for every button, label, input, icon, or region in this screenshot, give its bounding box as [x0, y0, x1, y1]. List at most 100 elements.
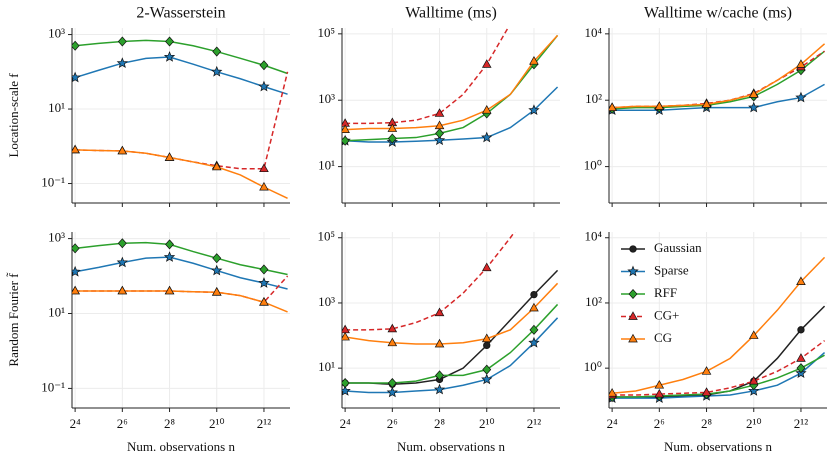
- y-tick-label: 10¹: [48, 100, 65, 115]
- marker: [387, 323, 398, 333]
- x-tick-label: 2¹⁰: [479, 416, 495, 431]
- y-tick-label: 10³: [318, 294, 335, 309]
- marker: [259, 181, 269, 191]
- series-line: [75, 241, 288, 276]
- plot-area: [342, 232, 559, 398]
- plot-area: [342, 28, 559, 147]
- marker: [628, 311, 638, 320]
- series-line: [74, 56, 288, 95]
- marker: [654, 379, 665, 389]
- marker: [72, 265, 81, 277]
- series-line: [612, 352, 826, 399]
- marker: [654, 388, 665, 398]
- marker: [117, 36, 127, 47]
- marker: [434, 338, 445, 348]
- x-tick-label: 2⁴: [607, 416, 619, 431]
- x-tick-label: 2¹²: [527, 416, 541, 431]
- marker: [165, 36, 175, 47]
- marker: [528, 336, 540, 348]
- legend-label: Sparse: [654, 262, 689, 277]
- marker: [481, 262, 492, 272]
- x-tick-label: 2¹⁰: [746, 416, 762, 431]
- marker: [258, 80, 270, 92]
- marker: [212, 46, 222, 57]
- marker: [483, 341, 491, 350]
- marker: [342, 124, 350, 133]
- marker: [748, 101, 760, 113]
- series-line: [75, 290, 288, 313]
- marker: [748, 330, 759, 339]
- y-tick-label: 10⁻¹: [41, 379, 65, 394]
- marker: [258, 277, 270, 288]
- marker: [342, 385, 351, 396]
- series-line: [612, 354, 825, 398]
- marker: [259, 264, 269, 275]
- marker: [609, 102, 617, 111]
- marker: [164, 152, 175, 161]
- marker: [629, 245, 637, 253]
- panel-title: Walltime (ms): [405, 5, 497, 22]
- marker: [795, 91, 807, 103]
- series-line: [75, 275, 289, 304]
- marker: [164, 285, 175, 295]
- series-line: [612, 340, 826, 396]
- marker: [211, 287, 222, 296]
- marker: [701, 366, 712, 375]
- series-line: [345, 282, 559, 345]
- marker: [609, 388, 617, 397]
- marker: [433, 134, 446, 146]
- marker: [387, 123, 398, 132]
- x-tick-label: 2⁶: [654, 416, 665, 431]
- y-tick-label: 10¹: [48, 304, 65, 319]
- marker: [387, 378, 397, 389]
- marker: [481, 333, 492, 343]
- plot-area: [72, 238, 289, 313]
- panel-title: Walltime w/cache (ms): [644, 5, 792, 22]
- marker: [529, 324, 539, 335]
- series-line: [75, 39, 288, 75]
- series-line: [612, 43, 826, 109]
- marker: [481, 59, 492, 68]
- marker: [628, 288, 638, 300]
- y-tick-label: 10²: [585, 91, 602, 106]
- y-tick-label: 10²: [585, 294, 602, 309]
- marker: [342, 135, 350, 146]
- marker: [387, 133, 397, 144]
- marker: [72, 243, 80, 254]
- x-tick-label: 2⁴: [340, 416, 352, 431]
- plot-area: [72, 36, 289, 200]
- marker: [434, 120, 445, 130]
- marker: [117, 238, 127, 249]
- marker: [116, 256, 128, 268]
- y-tick-label: 10⁰: [584, 359, 602, 374]
- y-tick-label: 10⁴: [584, 229, 602, 244]
- marker: [259, 60, 269, 71]
- marker: [748, 89, 759, 98]
- series-line: [74, 256, 288, 290]
- marker: [482, 364, 492, 375]
- marker: [165, 239, 175, 250]
- marker: [163, 251, 176, 262]
- plot-area: [609, 43, 826, 116]
- series-line: [345, 317, 559, 394]
- legend-label: RFF: [654, 285, 677, 300]
- marker: [72, 144, 80, 154]
- marker: [259, 163, 269, 173]
- y-tick-label: 10⁵: [317, 25, 335, 40]
- panel: 10⁻¹ 10¹ 10³ 2-Wasserstein Location-scale f: [6, 5, 290, 207]
- series-line: [612, 50, 826, 110]
- series-line: [612, 83, 825, 111]
- panel: 10⁰ 10² 10⁴ 2⁴ 2⁶ 2⁸ 2¹⁰ 2¹² Num. observations n…: [584, 229, 827, 454]
- x-tick-label: 2¹²: [794, 416, 808, 431]
- marker: [530, 290, 538, 299]
- marker: [628, 333, 638, 343]
- marker: [481, 131, 493, 143]
- y-tick-label: 10¹: [318, 158, 335, 173]
- marker: [748, 375, 759, 385]
- series-line: [612, 256, 826, 394]
- plot-area: [609, 256, 826, 403]
- marker: [701, 99, 712, 108]
- series-line: [345, 269, 559, 386]
- marker: [796, 276, 806, 286]
- panel: 10⁰ 10² 10⁴ Walltime w/cache (ms): [584, 5, 827, 207]
